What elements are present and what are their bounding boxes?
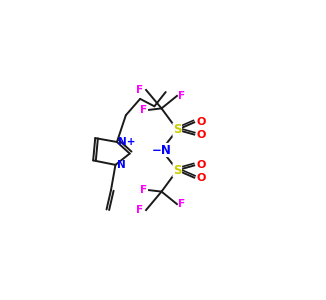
Text: O: O: [197, 130, 206, 140]
Text: F: F: [136, 205, 143, 215]
Text: S: S: [173, 123, 182, 136]
Text: N+: N+: [118, 137, 136, 147]
Text: F: F: [140, 185, 147, 195]
Text: F: F: [136, 85, 143, 95]
Text: S: S: [173, 164, 182, 177]
Text: F: F: [178, 199, 185, 209]
Text: O: O: [197, 172, 206, 183]
Text: F: F: [140, 105, 147, 115]
Text: −N: −N: [152, 143, 171, 157]
Text: O: O: [197, 117, 206, 128]
Text: F: F: [178, 91, 185, 101]
Text: O: O: [197, 160, 206, 170]
Text: N: N: [117, 160, 126, 170]
